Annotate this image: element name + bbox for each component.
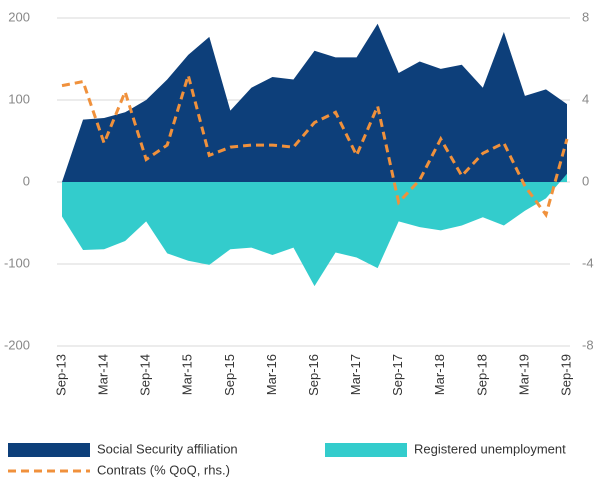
line: [61, 69, 569, 219]
legend-label: Registered unemployment: [414, 441, 566, 456]
y2-tick-label: 8: [582, 9, 589, 24]
legend-label: Social Security affiliation: [97, 441, 238, 456]
x-tick-label: Mar-14: [96, 354, 111, 395]
legend-swatch: [8, 443, 90, 457]
y-tick-label: 100: [8, 91, 30, 106]
y2-tick-label: 0: [582, 173, 589, 188]
y-tick-label: -200: [4, 337, 30, 352]
x-tick-label: Sep-19: [558, 354, 573, 396]
x-tick-label: Sep-14: [138, 354, 153, 396]
x-tick-label: Sep-13: [53, 354, 68, 396]
x-tick-label: Mar-17: [348, 354, 363, 395]
x-tick-label: Sep-15: [222, 354, 237, 396]
x-tick-label: Mar-15: [180, 354, 195, 395]
x-tick-label: Mar-19: [516, 354, 531, 395]
x-tick-label: Sep-18: [474, 354, 489, 396]
x-tick-label: Sep-16: [306, 354, 321, 396]
area: [62, 173, 567, 287]
legend-label: Contrats (% QoQ, rhs.): [97, 462, 230, 477]
x-tick-label: Mar-18: [432, 354, 447, 395]
y2-tick-label: -8: [582, 337, 594, 352]
y-tick-label: -100: [4, 255, 30, 270]
x-tick-label: Sep-17: [390, 354, 405, 396]
area: [62, 23, 567, 182]
y2-tick-label: -4: [582, 255, 594, 270]
x-tick-label: Mar-16: [264, 354, 279, 395]
y-tick-label: 0: [23, 173, 30, 188]
y2-tick-label: 4: [582, 91, 589, 106]
y-tick-label: 200: [8, 9, 30, 24]
legend-swatch: [325, 443, 407, 457]
